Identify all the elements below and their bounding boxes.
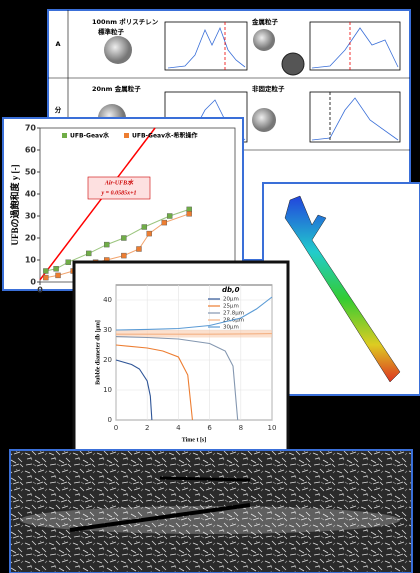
point xyxy=(187,211,192,216)
row-label: 分 xyxy=(55,105,62,114)
legend-label: 25μm xyxy=(223,304,239,310)
point xyxy=(43,269,48,274)
point xyxy=(66,260,71,265)
x-tick-label: 6 xyxy=(207,424,212,432)
page: {"table": {"row_labels": ["A", "分"], "ce… xyxy=(0,0,420,573)
legend-label: 30μm xyxy=(223,325,239,331)
y-tick-label: 30 xyxy=(103,326,112,334)
flow-image xyxy=(10,450,412,573)
cell-text: 金属粒子 xyxy=(251,17,279,26)
y-axis-label: UFBの過飽和度 y [-] xyxy=(9,165,20,246)
y-tick-label: 50 xyxy=(25,168,37,177)
y-tick-label: 40 xyxy=(25,190,37,199)
point xyxy=(147,231,152,236)
x-tick-label: 8 xyxy=(239,424,243,432)
collage: A 分 100nm ポリスチレン 標準粒子 金属粒子 20nm 金属粒子 非固定… xyxy=(0,0,420,573)
point xyxy=(54,266,59,271)
y-tick-label: 30 xyxy=(25,212,37,221)
point xyxy=(167,214,172,219)
cell-text: 非固定粒子 xyxy=(252,84,285,93)
y-tick-label: 0 xyxy=(30,278,36,287)
legend-swatch xyxy=(124,133,129,138)
point xyxy=(121,253,126,258)
y-axis-label: Bubble diameter db [μm] xyxy=(95,320,101,385)
point xyxy=(86,251,91,256)
y-tick-label: 10 xyxy=(103,386,112,394)
row-label: A xyxy=(55,40,60,48)
point xyxy=(56,273,61,278)
y-tick-label: 60 xyxy=(25,146,37,155)
x-tick-label: 4 xyxy=(176,424,181,432)
point xyxy=(142,225,147,230)
legend-label: 20μm xyxy=(223,297,239,303)
x-axis-label: Time t [s] xyxy=(182,437,207,443)
legend-label: UFB-Geav水 xyxy=(70,132,110,140)
line xyxy=(116,334,272,335)
point xyxy=(121,236,126,241)
legend-label: 27.8μm xyxy=(223,311,244,317)
cell-text: 20nm 金属粒子 xyxy=(92,84,141,93)
annotation: Air-UFB水 xyxy=(104,178,134,186)
x-tick-label: 10 xyxy=(268,424,277,432)
point xyxy=(136,247,141,252)
point xyxy=(162,220,167,225)
y-tick-label: 20 xyxy=(25,234,37,243)
x-tick-label: 2 xyxy=(145,424,149,432)
legend-swatch xyxy=(62,133,67,138)
y-tick-label: 40 xyxy=(103,296,112,304)
cell-text: 100nm ポリスチレン xyxy=(92,17,159,26)
y-tick-label: 0 xyxy=(108,416,112,424)
annotation: y = 0.0585x+1 xyxy=(100,190,136,196)
legend-title: db,0 xyxy=(222,286,240,294)
cell-text: 標準粒子 xyxy=(98,27,125,36)
y-tick-label: 70 xyxy=(25,124,37,133)
y-tick-label: 20 xyxy=(103,356,112,364)
point xyxy=(104,242,109,247)
point xyxy=(43,275,48,280)
x-tick-label: 0 xyxy=(37,286,43,295)
x-tick-label: 0 xyxy=(114,424,118,432)
legend-label: UFB-Geav水-希釈操作 xyxy=(132,132,197,140)
y-tick-label: 10 xyxy=(25,256,37,265)
